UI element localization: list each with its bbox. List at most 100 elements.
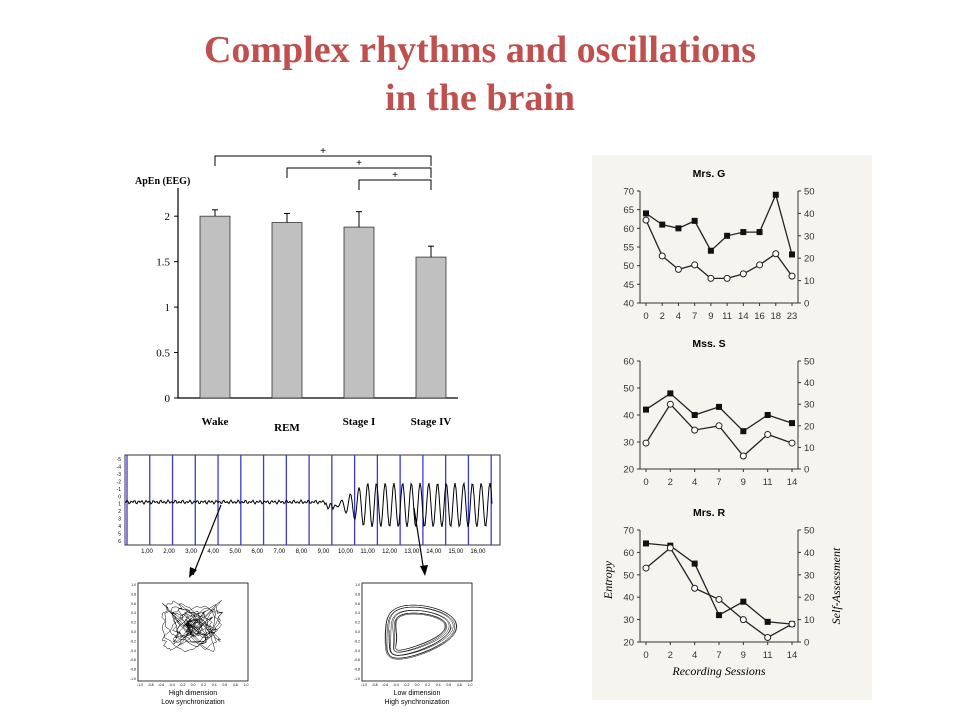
circle-marker xyxy=(674,265,682,273)
circle-marker xyxy=(739,616,747,624)
y-tick-label: 2 xyxy=(118,509,121,515)
phase-caption-line2: Low synchronization xyxy=(161,699,225,706)
x-tick-label: 2 xyxy=(660,311,665,322)
y-tick-label: 0 xyxy=(118,494,121,500)
significance-mark: + xyxy=(356,158,362,169)
eeg-trace xyxy=(124,481,493,528)
phase-x-tick: -0.8 xyxy=(372,683,378,687)
phase-y-tick: -1.0 xyxy=(130,677,136,681)
y-tick-label: 6 xyxy=(118,539,121,545)
series-line-square xyxy=(645,542,793,625)
phase-y-tick: 0.2 xyxy=(131,621,136,625)
left-tick-label: 30 xyxy=(623,438,634,449)
phase-y-tick: 0.4 xyxy=(355,611,360,615)
significance-mark: + xyxy=(392,170,398,181)
panel-title: Mrs. R xyxy=(693,507,726,519)
y-tick-label: 5 xyxy=(118,532,121,538)
phase-y-tick: -0.4 xyxy=(130,649,136,653)
x-tick-label: 4 xyxy=(692,650,697,661)
left-tick-label: 30 xyxy=(623,615,634,626)
apen-bar-chart: ApEn (EEG) 0 0.5 1 1.5 2 Wake REM Stage I Stage I… xyxy=(135,146,458,434)
series-line-circle xyxy=(645,403,793,457)
right-tick-label: 30 xyxy=(804,400,815,411)
square-marker xyxy=(643,540,649,547)
circle-marker xyxy=(715,595,723,603)
y-tick-label: -2 xyxy=(117,479,122,485)
x-tick-label: 7 xyxy=(716,650,721,661)
x-tick-label: 14 xyxy=(787,650,798,661)
x-tick-label: 0 xyxy=(643,650,648,661)
square-marker xyxy=(789,251,795,258)
right-tick-label: 40 xyxy=(804,209,815,220)
phase-trajectory xyxy=(384,604,458,660)
x-tick-label: 10,00 xyxy=(338,549,354,555)
x-tick-label: 7 xyxy=(716,477,721,488)
y-axis-label: ApEn (EEG) xyxy=(135,176,190,187)
circle-marker xyxy=(666,400,674,408)
circle-marker xyxy=(723,274,731,282)
x-tick-label: 0 xyxy=(643,477,648,488)
left-tick-label: 60 xyxy=(623,548,634,559)
phase-x-tick: 0.6 xyxy=(446,683,451,687)
right-tick-label: 50 xyxy=(804,187,815,198)
right-tick-label: 20 xyxy=(804,421,815,432)
left-tick-label: 50 xyxy=(623,261,634,272)
phase-y-tick: 0.6 xyxy=(355,602,360,606)
circle-marker xyxy=(788,272,796,280)
circle-marker xyxy=(715,422,723,430)
left-tick-label: 70 xyxy=(623,526,634,537)
circle-marker xyxy=(691,584,699,592)
left-tick-label: 20 xyxy=(623,465,634,476)
y-axis-title: Entropy xyxy=(601,560,615,600)
square-marker xyxy=(740,229,747,236)
phase-y-tick: -0.2 xyxy=(130,639,136,643)
phase-x-tick: -0.4 xyxy=(393,683,399,687)
square-marker xyxy=(643,406,649,413)
left-tick-label: 40 xyxy=(623,593,634,604)
x-tick-label: 11,00 xyxy=(360,549,375,555)
patient-entropy-panel: Mrs. G 40 45 50 55 60 65 70 0 10 20 30 40 50 0 2 4 7 9 11 14… xyxy=(592,155,872,700)
square-marker xyxy=(772,191,779,198)
circle-marker xyxy=(691,426,699,434)
phase-y-tick: 0.8 xyxy=(355,592,360,596)
significance-mark: + xyxy=(320,146,326,157)
significance-bracket xyxy=(214,155,432,166)
circle-marker xyxy=(739,452,747,460)
y-tick-label: -4 xyxy=(117,464,122,470)
series-line-square xyxy=(645,192,793,255)
phase-y-tick: 0.2 xyxy=(355,621,360,625)
x-tick-label: 18 xyxy=(770,311,781,322)
circle-marker xyxy=(739,270,747,278)
right-tick-label: 0 xyxy=(804,465,809,476)
phase-caption-line2: High synchronization xyxy=(385,699,450,706)
square-marker xyxy=(764,618,771,625)
square-marker xyxy=(716,403,722,410)
eeg-trace-chart: -5-4 -3-2 -10 12 34 56 1,00 2,00 3,00 4,00 5,00 6,0… xyxy=(117,454,501,555)
phase-y-tick: -0.6 xyxy=(354,658,360,662)
phase-caption-line1: Low dimension xyxy=(394,690,441,697)
x-tick-label: 6,00 xyxy=(251,549,263,555)
circle-marker xyxy=(707,274,715,282)
y-tick-label: 0.5 xyxy=(156,348,170,360)
left-tick-label: 20 xyxy=(623,638,634,649)
square-marker xyxy=(740,598,747,605)
square-marker xyxy=(740,428,747,435)
circle-marker xyxy=(642,216,650,224)
square-marker xyxy=(716,612,722,619)
circle-marker xyxy=(756,261,764,269)
phase-trajectory xyxy=(161,600,224,653)
x-tick-label: 15,00 xyxy=(448,549,464,555)
x-tick-label: Stage I xyxy=(343,416,376,428)
slide-title-line2: in the brain xyxy=(384,77,576,119)
phase-x-tick: 0.0 xyxy=(415,683,420,687)
phase-x-tick: -0.4 xyxy=(169,683,175,687)
x-tick-label: Stage IV xyxy=(411,416,452,428)
phase-y-tick: -0.2 xyxy=(354,639,360,643)
square-marker xyxy=(724,232,731,239)
bar xyxy=(415,256,447,399)
right-tick-label: 30 xyxy=(804,231,815,242)
x-tick-label: 16 xyxy=(754,311,765,322)
circle-marker xyxy=(788,439,796,447)
phase-x-tick: 0.8 xyxy=(233,683,238,687)
